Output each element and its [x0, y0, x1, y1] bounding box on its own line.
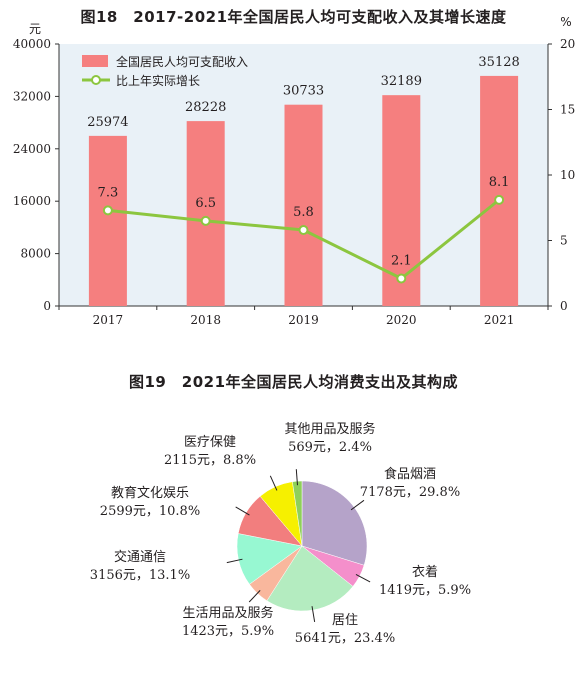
pie-slice-label: 1419元，5.9%	[379, 583, 471, 598]
legend-label-income: 全国居民人均可支配收入	[116, 54, 248, 69]
pie-leader-line	[311, 606, 316, 623]
income-data-label: 28228	[185, 100, 226, 115]
x-tick-label: 2018	[190, 313, 221, 327]
right-tick-label: 5	[560, 234, 568, 248]
income-bar	[186, 121, 225, 306]
pie-slice-name: 医疗保健	[184, 435, 236, 450]
growth-point	[298, 225, 309, 236]
left-tick-label: 24000	[13, 142, 51, 156]
left-tick-label: 8000	[20, 247, 51, 261]
x-tick-label: 2021	[484, 313, 515, 327]
income-bar	[88, 135, 127, 306]
pie-slice-label: 569元，2.4%	[288, 440, 372, 455]
income-bar	[284, 104, 323, 306]
pie-leader-line	[355, 574, 371, 583]
right-tick-label: 15	[560, 103, 575, 117]
left-tick-label: 40000	[13, 37, 51, 51]
pie-slice-label: 3156元，13.1%	[90, 568, 190, 583]
growth-point	[396, 273, 407, 284]
pie-leader-line	[269, 475, 278, 491]
growth-point	[102, 205, 113, 216]
growth-data-label: 5.8	[293, 205, 314, 220]
pie-leader-line	[248, 590, 261, 603]
pie-slice-name: 食品烟酒	[384, 466, 436, 482]
left-tick-label: 32000	[13, 89, 51, 103]
pie-slice-name: 生活用品及服务	[182, 605, 273, 621]
growth-data-label: 8.1	[489, 175, 510, 190]
growth-point	[494, 194, 505, 205]
chart18-title: 图18 2017-2021年全国居民人均可支配收入及其增长速度	[80, 8, 507, 26]
pie-slice-label: 1423元，5.9%	[182, 624, 274, 639]
legend-label-growth: 比上年实际增长	[116, 73, 200, 88]
consumption-pie-chart: 食品烟酒 7178元，29.8% 衣着 1419元，5.9% 居住 5641元，23.4%…	[90, 421, 471, 646]
right-axis-unit: %	[560, 15, 571, 29]
pie-slice-label: 5641元，23.4%	[295, 631, 395, 646]
right-tick-label: 20	[560, 37, 575, 51]
pie-leader-line	[226, 558, 243, 564]
x-tick-label: 2020	[386, 313, 417, 327]
income-data-label: 32189	[381, 74, 422, 89]
growth-data-label: 2.1	[391, 253, 412, 268]
chart19-title: 图19 2021年全国居民人均消费支出及其构成	[128, 373, 459, 391]
income-data-label: 25974	[87, 115, 128, 130]
income-data-label: 30733	[283, 84, 324, 99]
right-tick-label: 0	[560, 299, 568, 313]
pie-slice-label: 7178元，29.8%	[360, 485, 460, 500]
left-tick-label: 16000	[13, 194, 51, 208]
right-tick-label: 10	[560, 168, 575, 182]
pie-slice-label: 2599元，10.8%	[100, 504, 200, 519]
pie-leader-line	[295, 469, 298, 486]
left-axis-unit: 元	[29, 22, 41, 36]
pie-slice-label: 2115元，8.8%	[164, 453, 256, 468]
legend-marker-growth	[91, 75, 101, 85]
growth-data-label: 7.3	[98, 185, 119, 200]
pie-leader-line	[350, 499, 365, 511]
pie-slice-name: 交通通信	[114, 549, 166, 565]
x-tick-label: 2017	[93, 313, 124, 327]
pie-slice-name: 教育文化娱乐	[111, 485, 189, 501]
pie-slice-name: 其他用品及服务	[284, 421, 375, 437]
left-tick-label: 0	[43, 299, 51, 313]
growth-point	[200, 215, 211, 226]
pie-slice-name: 居住	[332, 613, 358, 628]
pie-slice-name: 衣着	[412, 564, 438, 580]
pie-leader-line	[235, 506, 250, 516]
x-tick-label: 2019	[288, 313, 319, 327]
income-data-label: 35128	[478, 55, 519, 70]
growth-data-label: 6.5	[195, 196, 216, 211]
income-bar	[480, 75, 519, 307]
legend-swatch-income	[82, 55, 108, 67]
